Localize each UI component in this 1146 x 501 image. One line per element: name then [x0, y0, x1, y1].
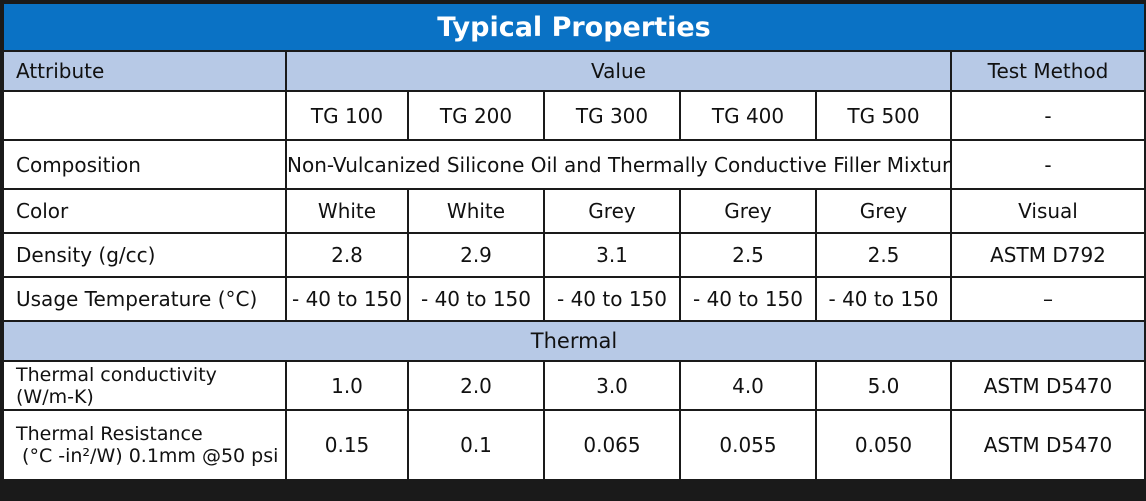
row-attribute: Composition [2, 139, 287, 190]
attribute-line: Thermal conductivity [16, 363, 217, 386]
model-row: TG 100 TG 200 TG 300 TG 400 TG 500 - [2, 90, 1146, 141]
row-test-method: ASTM D5470 [949, 409, 1146, 481]
row-attribute: Thermal Resistance (°C -in²/W) 0.1mm @50… [2, 409, 287, 481]
header-attribute: Attribute [2, 50, 287, 92]
row-value: Grey [815, 188, 952, 234]
row-attribute: Thermal conductivity (W/m-K) [2, 360, 287, 411]
table-row: Thermal conductivity (W/m-K) 1.0 2.0 3.0… [2, 360, 1146, 411]
row-value: 0.15 [285, 409, 409, 481]
row-value: - 40 to 150 [543, 276, 681, 322]
row-attribute: Color [2, 188, 287, 234]
row-value: White [285, 188, 409, 234]
row-value: 3.0 [543, 360, 681, 411]
typical-properties-table: Typical Properties Attribute Value Test … [1, 2, 1146, 481]
model-tg400: TG 400 [679, 90, 817, 141]
thermal-section-row: Thermal [1, 320, 1146, 362]
row-value: 2.8 [285, 232, 409, 278]
row-value: 2.5 [679, 232, 817, 278]
model-row-test-method: - [949, 90, 1146, 141]
row-test-method: ASTM D5470 [949, 360, 1146, 411]
row-test-method: Visual [949, 188, 1146, 234]
row-test-method: - [949, 139, 1146, 190]
table-row: Composition Non-Vulcanized Silicone Oil … [2, 139, 1146, 190]
row-value: 4.0 [679, 360, 817, 411]
attribute-line: (°C -in²/W) 0.1mm @50 psi [16, 445, 279, 467]
model-tg200: TG 200 [407, 90, 545, 141]
row-value: - 40 to 150 [407, 276, 545, 322]
model-tg300: TG 300 [543, 90, 681, 141]
row-value: 2.0 [407, 360, 545, 411]
row-value: 3.1 [543, 232, 681, 278]
row-value: - 40 to 150 [815, 276, 952, 322]
row-value: White [407, 188, 545, 234]
header-row: Attribute Value Test Method [2, 50, 1146, 92]
row-value: 0.1 [407, 409, 545, 481]
title-row: Typical Properties [1, 2, 1146, 52]
table-row: Thermal Resistance (°C -in²/W) 0.1mm @50… [2, 409, 1146, 481]
row-value: 5.0 [815, 360, 952, 411]
table-row: Usage Temperature (°C) - 40 to 150 - 40 … [2, 276, 1146, 322]
row-value: 0.050 [815, 409, 952, 481]
header-value: Value [285, 50, 952, 92]
row-test-method: ASTM D792 [949, 232, 1146, 278]
table-title: Typical Properties [1, 2, 1146, 52]
attribute-line: Thermal Resistance [16, 423, 203, 445]
row-test-method: – [949, 276, 1146, 322]
model-row-blank [2, 90, 287, 141]
row-attribute: Density (g/cc) [2, 232, 287, 278]
model-tg500: TG 500 [815, 90, 952, 141]
row-value: 0.055 [679, 409, 817, 481]
row-value: Grey [679, 188, 817, 234]
row-attribute: Usage Temperature (°C) [2, 276, 287, 322]
row-value: 1.0 [285, 360, 409, 411]
row-value: 0.065 [543, 409, 681, 481]
attribute-line: (W/m-K) [16, 385, 94, 408]
row-value: 2.9 [407, 232, 545, 278]
thermal-section-title: Thermal [1, 320, 1146, 362]
table-row: Color White White Grey Grey Grey Visual [2, 188, 1146, 234]
composition-value: Non-Vulcanized Silicone Oil and Thermall… [285, 139, 952, 190]
table-row: Density (g/cc) 2.8 2.9 3.1 2.5 2.5 ASTM … [2, 232, 1146, 278]
header-test-method: Test Method [949, 50, 1146, 92]
row-value: 2.5 [815, 232, 952, 278]
row-value: Grey [543, 188, 681, 234]
row-value: - 40 to 150 [285, 276, 409, 322]
model-tg100: TG 100 [285, 90, 409, 141]
row-value: - 40 to 150 [679, 276, 817, 322]
